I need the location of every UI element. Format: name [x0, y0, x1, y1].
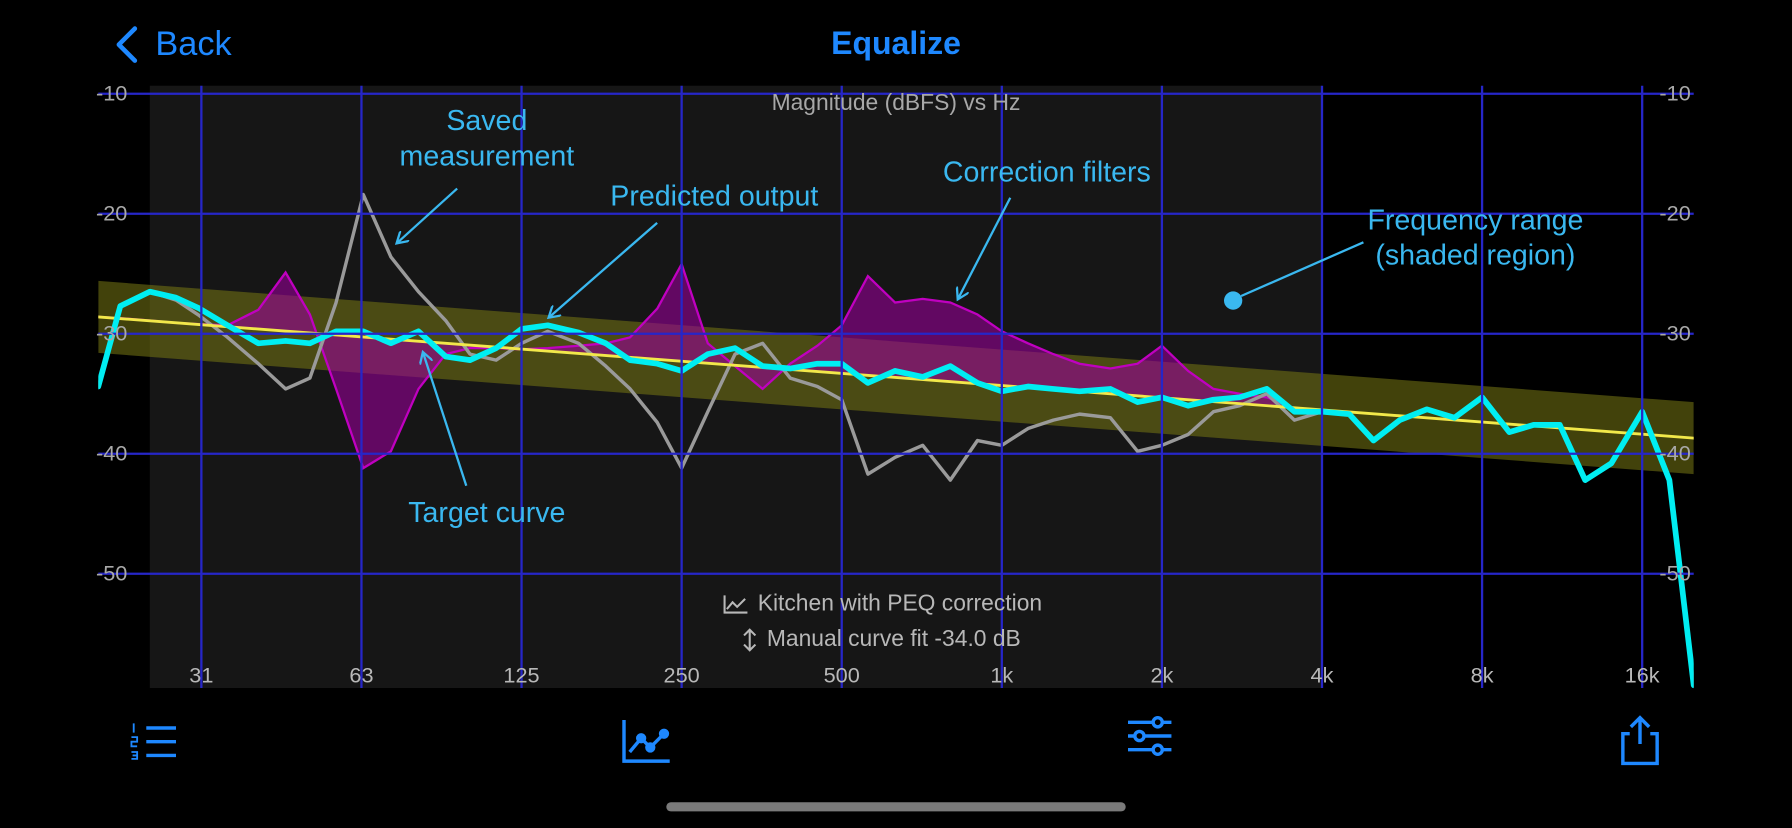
graph-button[interactable] — [622, 720, 670, 763]
toolbar — [130, 715, 1659, 766]
annotation-text: Target curve — [408, 497, 565, 529]
icon-axes[interactable] — [622, 720, 670, 763]
x-tick-label: 500 — [824, 662, 860, 687]
home-indicator — [666, 802, 1126, 812]
screen-title: Equalize — [831, 25, 961, 61]
annotation-arrow — [423, 352, 468, 487]
x-tick-label: 4k — [1311, 662, 1334, 687]
annotation-text: Saved — [446, 105, 527, 137]
y-tick-label-right: -50 — [1659, 561, 1690, 586]
correction-line — [98, 261, 1295, 470]
plot: -10 -10 -20 -20 -30 -30 -40 -40 -50 -50 31 63 125 250… — [96, 81, 1694, 689]
icon-box[interactable] — [1621, 732, 1659, 766]
icon-knob[interactable] — [1151, 743, 1164, 756]
y-tick-label: -50 — [96, 561, 127, 586]
caption-icon-graph — [723, 595, 748, 614]
y-tick-label: -30 — [96, 321, 127, 346]
annotation-arrow — [397, 187, 458, 244]
annotation-text: (shaded region) — [1375, 240, 1575, 272]
icon-numbers[interactable] — [130, 723, 139, 760]
x-tick-label: 8k — [1471, 662, 1494, 687]
annotation-text: Frequency range — [1367, 204, 1583, 236]
annotation-arrow — [1240, 241, 1364, 298]
annotation-arrow — [958, 197, 1012, 300]
icon-dot[interactable] — [658, 728, 670, 739]
y-tick-label-right: -20 — [1659, 201, 1690, 226]
chart-title: Magnitude (dBFS) vs Hz — [772, 89, 1021, 115]
icon-dot[interactable] — [636, 733, 647, 744]
filters-button[interactable] — [1128, 715, 1172, 756]
x-tick-label: 1k — [990, 662, 1013, 687]
x-tick-label: 16k — [1625, 662, 1660, 687]
x-tick-label: 2k — [1150, 662, 1173, 687]
icon-knob[interactable] — [1151, 715, 1164, 729]
x-tick-label: 250 — [664, 662, 700, 687]
annotation-text: Predicted output — [610, 180, 818, 212]
annotation-arrow — [549, 221, 658, 318]
plot-series — [98, 192, 1694, 689]
back-label[interactable]: Back — [155, 25, 232, 63]
annotation-dot — [1224, 291, 1243, 310]
icon-line[interactable] — [628, 732, 666, 754]
correction-fill — [98, 264, 1295, 469]
y-tick-label-right: -40 — [1659, 441, 1690, 466]
icon-knob[interactable] — [1133, 729, 1146, 743]
icon-dot[interactable] — [645, 742, 656, 753]
y-tick-label: -40 — [96, 441, 127, 466]
back-button[interactable]: Back — [116, 25, 233, 63]
series-line — [98, 315, 1694, 440]
y-tick-label: -20 — [96, 201, 127, 226]
icon-arrow[interactable] — [1629, 715, 1651, 744]
x-tick-label: 125 — [503, 662, 539, 687]
share-button[interactable] — [1621, 715, 1659, 766]
annotation-text: Correction filters — [943, 156, 1151, 188]
annotation-text: measurement — [400, 140, 575, 172]
caption: Kitchen with PEQ correction — [758, 590, 1042, 616]
nav-bar: Back Equalize — [116, 25, 961, 63]
x-tick-label: 31 — [189, 662, 213, 687]
series-line — [98, 288, 1694, 689]
list-button[interactable] — [130, 723, 176, 760]
y-tick-label-right: -10 — [1659, 81, 1690, 106]
back-chevron[interactable] — [116, 26, 138, 63]
caption-icon-updown — [743, 628, 757, 652]
y-tick-label: -10 — [96, 81, 127, 106]
y-tick-label-right: -30 — [1659, 321, 1690, 346]
grid — [98, 85, 1694, 688]
x-tick-label: 63 — [349, 662, 373, 687]
caption: Manual curve fit -34.0 dB — [767, 625, 1021, 651]
